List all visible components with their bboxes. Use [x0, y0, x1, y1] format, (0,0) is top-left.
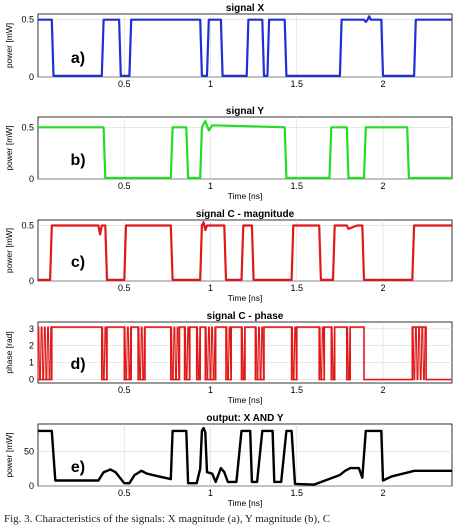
- x-tick-label: 0.5: [118, 283, 131, 293]
- phase-oscillation: [291, 326, 298, 381]
- y-tick-label: 1: [29, 358, 34, 368]
- series-line: [38, 426, 452, 486]
- x-tick-label: 1: [208, 181, 213, 191]
- x-tick-label: 1.5: [290, 385, 303, 395]
- series-line: [38, 15, 452, 77]
- phase-oscillation: [204, 326, 216, 381]
- y-axis-label: phase [rad]: [4, 331, 14, 374]
- x-tick-label: 1.5: [290, 283, 303, 293]
- x-tick-label: 2: [380, 488, 385, 498]
- panel-2: [37, 116, 453, 180]
- panel-label: e): [71, 459, 85, 476]
- phase-oscillation: [196, 326, 201, 381]
- phase-oscillation: [240, 326, 246, 381]
- y-tick-label: 0.5: [21, 122, 34, 132]
- y-axis-label: power [mW]: [4, 228, 14, 273]
- x-tick-label: 1.5: [290, 181, 303, 191]
- x-tick-label: 2: [380, 283, 385, 293]
- x-tick-label: 1: [208, 79, 213, 89]
- panel-title: signal X: [226, 3, 265, 14]
- phase-oscillation: [184, 326, 191, 381]
- panel-3: [37, 219, 453, 282]
- phase-oscillation: [37, 326, 52, 381]
- x-tick-label: 0.5: [118, 385, 131, 395]
- phase-oscillation: [170, 326, 180, 381]
- panel-title: signal C - phase: [207, 311, 284, 322]
- panel-label: d): [70, 356, 85, 373]
- y-tick-label: 0: [29, 375, 34, 385]
- series-line: [38, 120, 452, 180]
- x-tick-label: 2: [380, 385, 385, 395]
- series-line: [38, 221, 452, 281]
- panel-1: [37, 13, 453, 78]
- phase-oscillation: [101, 326, 108, 381]
- x-axis-label: Time [ns]: [228, 498, 263, 508]
- panel-label: a): [71, 50, 85, 67]
- y-axis-label: power [mW]: [4, 23, 14, 68]
- x-tick-label: 0.5: [118, 488, 131, 498]
- phase-oscillation: [137, 326, 146, 381]
- panel-title: output: X AND Y: [206, 413, 284, 424]
- x-tick-label: 1: [208, 385, 213, 395]
- y-tick-label: 0.5: [21, 15, 34, 25]
- phase-oscillation: [225, 326, 232, 381]
- y-tick-label: 2: [29, 341, 34, 351]
- phase-oscillation: [346, 326, 351, 381]
- x-tick-label: 0.5: [118, 181, 131, 191]
- x-tick-label: 1.5: [290, 79, 303, 89]
- phase-oscillation: [330, 326, 336, 381]
- x-tick-label: 1: [208, 488, 213, 498]
- y-axis-label: power [mW]: [4, 432, 14, 477]
- phase-oscillation: [411, 326, 426, 381]
- x-tick-label: 0.5: [118, 79, 131, 89]
- y-tick-label: 0: [29, 174, 34, 184]
- panel-label: c): [71, 254, 85, 271]
- panel-label: b): [70, 152, 85, 169]
- phase-oscillation: [318, 326, 325, 381]
- panel-title: signal C - magnitude: [196, 209, 295, 220]
- panel-4: [37, 321, 453, 384]
- x-tick-label: 1.5: [290, 488, 303, 498]
- y-tick-label: 0: [29, 72, 34, 82]
- y-tick-label: 0: [29, 276, 34, 286]
- y-tick-label: 0: [29, 481, 34, 491]
- y-tick-label: 50: [24, 447, 34, 457]
- x-axis-label: Time [ns]: [228, 191, 263, 201]
- panel-5: [37, 423, 453, 487]
- y-axis-label: power [mW]: [4, 125, 14, 170]
- x-tick-label: 2: [380, 181, 385, 191]
- x-tick-label: 1: [208, 283, 213, 293]
- figure-caption: Fig. 3. Characteristics of the signals: …: [4, 513, 331, 525]
- x-axis-label: Time [ns]: [228, 293, 263, 303]
- panel-title: signal Y: [226, 106, 264, 117]
- y-tick-label: 3: [29, 324, 34, 334]
- y-tick-label: 0.5: [21, 221, 34, 231]
- plot-area: [37, 13, 453, 78]
- x-tick-label: 2: [380, 79, 385, 89]
- x-axis-label: Time [ns]: [228, 395, 263, 405]
- phase-oscillation: [123, 326, 132, 381]
- phase-oscillation: [254, 326, 265, 381]
